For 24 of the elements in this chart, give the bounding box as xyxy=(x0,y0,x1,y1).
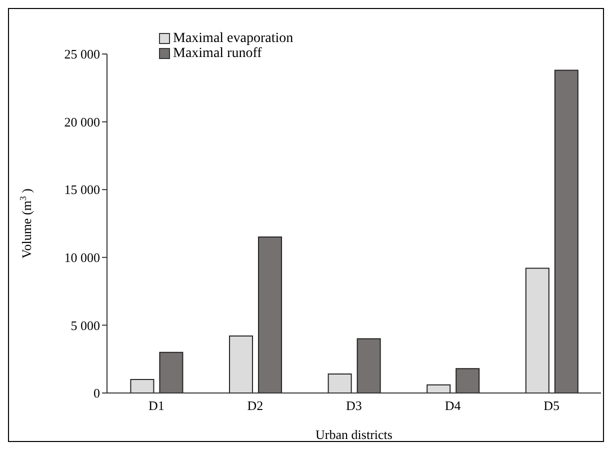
x-tick-label: D4 xyxy=(444,398,462,414)
bar xyxy=(456,368,480,393)
y-tick-label: 5 000 xyxy=(70,318,100,333)
x-tick-label: D5 xyxy=(544,398,560,414)
bar xyxy=(356,338,381,393)
bar xyxy=(159,352,184,393)
bar xyxy=(554,70,578,393)
legend-label: Maximal evaporation xyxy=(173,31,294,46)
y-tick-label: 10 000 xyxy=(64,250,100,266)
x-tick-label: D1 xyxy=(148,398,164,414)
y-tick-label: 15 000 xyxy=(64,182,100,198)
bar xyxy=(328,374,352,393)
y-tick-label: 20 000 xyxy=(64,114,100,130)
legend-label: Maximal runoff xyxy=(173,46,262,61)
bar xyxy=(258,236,282,393)
y-tick-label: 0 xyxy=(94,386,100,401)
bar xyxy=(525,268,550,393)
bar xyxy=(229,336,254,393)
bar xyxy=(130,378,154,393)
x-axis-title: Urban districts xyxy=(316,427,392,442)
bar xyxy=(426,384,451,393)
y-tick-label: 25 000 xyxy=(64,46,100,62)
x-tick-label: D3 xyxy=(346,398,362,414)
x-tick-label: D2 xyxy=(247,398,264,414)
